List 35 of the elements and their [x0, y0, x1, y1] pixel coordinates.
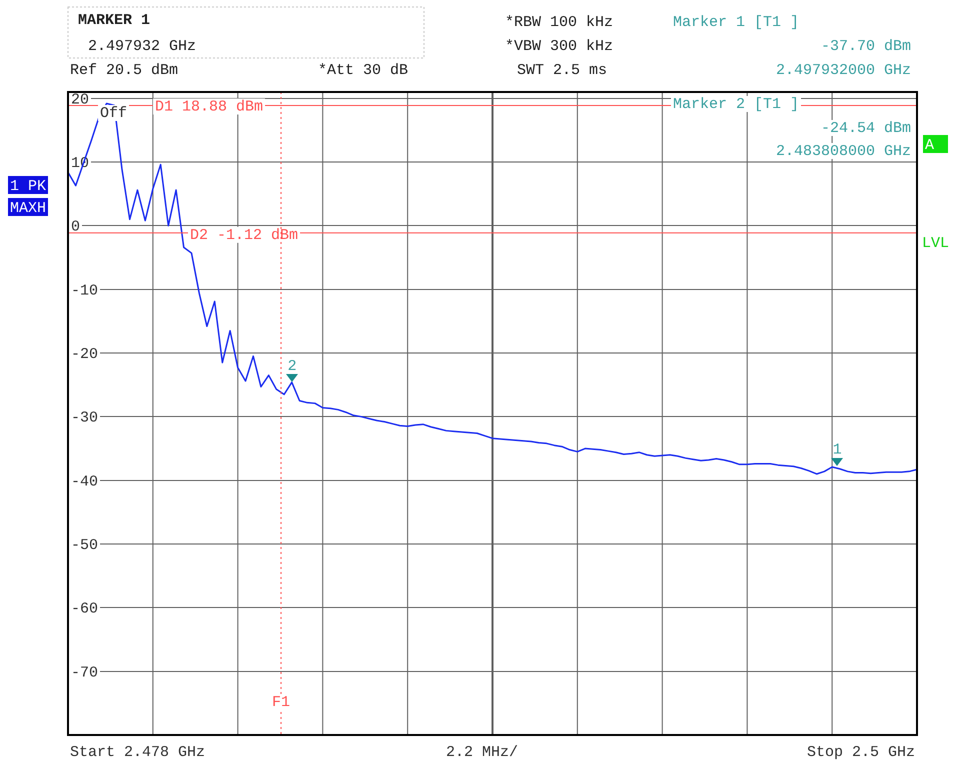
y-tick-label: -60: [71, 600, 98, 618]
text: Stop 2.5 GHz: [806, 744, 915, 761]
y-tick-label: -30: [71, 410, 98, 427]
annotation: -24.54 dBm: [820, 120, 911, 137]
text: A: [925, 137, 934, 154]
y-tick-label: 20: [71, 91, 90, 108]
text: 2.497932000 GHz: [776, 62, 911, 79]
text: Marker 1 [T1 ]: [673, 14, 800, 31]
text: 1 PK: [10, 178, 46, 195]
annotation: Off: [100, 105, 128, 122]
text: *RBW 100 kHz: [505, 14, 614, 31]
text: SWT 2.5 ms: [517, 62, 608, 79]
text: LVL: [922, 235, 950, 252]
y-tick-label: -40: [71, 473, 98, 490]
annotation: 2: [288, 358, 297, 375]
y-tick-label: -50: [71, 537, 98, 554]
y-tick-label: -70: [71, 664, 98, 682]
ref-line-label: D1 18.88 dBm: [155, 98, 264, 116]
text: MARKER 1: [78, 12, 150, 29]
y-tick-label: -10: [71, 282, 98, 300]
text: Start 2.478 GHz: [70, 744, 206, 761]
annotation: 2.483808000 GHz: [776, 143, 911, 160]
annotation: 1: [832, 442, 842, 459]
ref-line-label: D2 -1.12 dBm: [190, 226, 298, 244]
y-tick-label: 0: [71, 218, 80, 236]
text: 2.2 MHz/: [446, 744, 518, 761]
y-tick-label: -20: [71, 346, 98, 364]
text: Ref 20.5 dBm: [70, 62, 178, 79]
text: MAXH: [10, 200, 46, 217]
text: 2.497932 GHz: [88, 38, 196, 55]
text: *VBW 300 kHz: [505, 38, 614, 55]
annotation: Marker 2 [T1 ]: [673, 96, 800, 113]
text: -37.70 dBm: [820, 38, 911, 55]
text: *Att 30 dB: [318, 62, 408, 79]
text: F1: [272, 694, 290, 711]
